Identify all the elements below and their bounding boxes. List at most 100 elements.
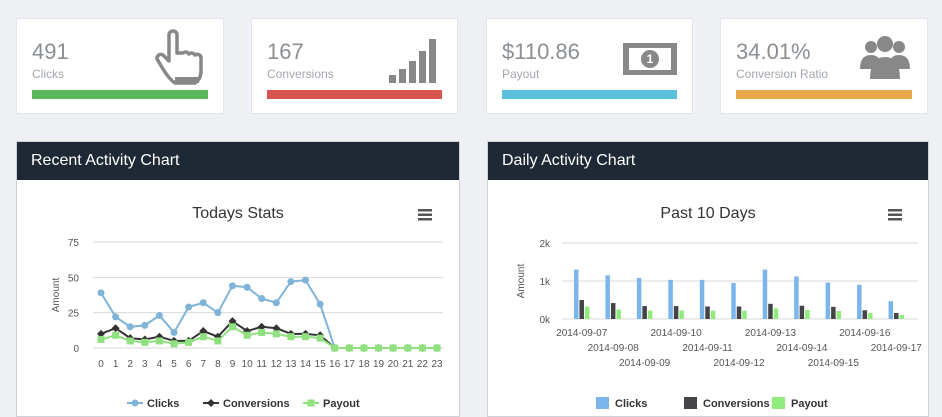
- bar: [899, 314, 905, 319]
- legend-item-payout[interactable]: Payout: [772, 397, 828, 410]
- x-tick-label: 0: [98, 359, 104, 370]
- users-group-icon: [860, 36, 910, 79]
- series-payout: [97, 323, 441, 352]
- y-tick-label: 50: [68, 273, 80, 284]
- data-point: [404, 344, 412, 352]
- legend-label: Clicks: [615, 398, 647, 410]
- legend-item-payout[interactable]: Payout: [303, 398, 360, 410]
- data-point: [258, 295, 266, 303]
- data-point: [112, 313, 120, 321]
- series-line: [100, 319, 437, 349]
- data-point: [258, 328, 266, 336]
- data-point: [155, 311, 163, 319]
- hand-pointer-icon: [155, 29, 203, 85]
- data-point: [141, 338, 149, 346]
- y-tick-label: 0k: [539, 315, 551, 326]
- stat-card-clicks: 491 Clicks: [16, 18, 224, 114]
- data-point: [272, 330, 280, 338]
- data-point: [433, 344, 441, 352]
- x-tick-label: 11: [257, 359, 268, 370]
- chart-title: Todays Stats: [192, 205, 284, 222]
- data-point: [243, 283, 251, 291]
- bar: [710, 310, 716, 319]
- chart-menu-icon[interactable]: [418, 209, 432, 221]
- stat-label: Conversions: [267, 67, 334, 81]
- x-tick-label: 16: [329, 359, 341, 370]
- bar: [616, 309, 621, 319]
- x-tick-label: 2014-09-11: [682, 343, 733, 354]
- y-axis-label: Amount: [516, 264, 527, 299]
- series-payout: [584, 306, 905, 319]
- data-point: [214, 309, 222, 317]
- bar: [868, 312, 873, 319]
- bar: [888, 301, 894, 319]
- bar: [799, 305, 805, 319]
- bar: [768, 303, 773, 319]
- x-tick-label: 2014-09-13: [745, 328, 797, 339]
- y-tick-label: 2k: [539, 239, 551, 250]
- stat-card-conversions: 167 Conversions: [251, 18, 458, 114]
- chart-menu-icon-line: [888, 218, 902, 221]
- legend-item-clicks[interactable]: Clicks: [127, 398, 179, 410]
- y-tick-label: 75: [68, 238, 80, 249]
- x-tick-label: 2014-09-16: [839, 328, 891, 339]
- data-point: [170, 340, 178, 348]
- data-point: [307, 399, 315, 407]
- data-point: [97, 336, 105, 344]
- bar: [673, 306, 679, 319]
- data-point: [97, 329, 105, 338]
- bar: [605, 275, 610, 319]
- bar: [794, 276, 799, 319]
- bar: [679, 310, 684, 319]
- x-tick-label: 3: [142, 359, 148, 370]
- panel-title: Recent Activity Chart: [17, 142, 459, 180]
- bar: [862, 310, 868, 319]
- legend-swatch: [684, 397, 697, 409]
- x-tick-label: 19: [373, 359, 385, 370]
- x-tick-label: 8: [215, 359, 221, 370]
- data-point: [112, 331, 120, 339]
- stat-card-payout: $110.86 Payout 1: [486, 18, 693, 114]
- stat-progress-bar: [32, 90, 208, 99]
- signal-bars-icon: [389, 39, 436, 83]
- data-point: [199, 327, 208, 336]
- bar: [762, 269, 768, 319]
- bar: [857, 284, 862, 319]
- legend-item-clicks[interactable]: Clicks: [596, 397, 647, 410]
- y-tick-label: 1k: [539, 277, 551, 288]
- x-tick-label: 2014-09-07: [556, 328, 608, 339]
- data-point: [302, 276, 310, 284]
- x-tick-label: 2014-09-10: [651, 328, 703, 339]
- x-tick-label: 5: [171, 359, 177, 370]
- data-point: [141, 321, 149, 329]
- bar: [736, 306, 742, 319]
- chart-menu-icon-line: [418, 218, 432, 221]
- legend-item-conversions[interactable]: Conversions: [684, 397, 770, 410]
- data-point: [287, 333, 295, 341]
- data-point: [228, 317, 237, 326]
- bar: [573, 269, 579, 319]
- legend-label: Payout: [791, 398, 828, 410]
- chart-menu-icon-line: [888, 213, 902, 216]
- chart-menu-icon-line: [418, 213, 432, 216]
- data-point: [418, 344, 426, 352]
- x-tick-label: 15: [315, 359, 327, 370]
- data-point: [287, 278, 295, 286]
- bar: [636, 277, 642, 319]
- x-tick-label: 18: [358, 359, 370, 370]
- x-tick-label: 2: [127, 359, 133, 370]
- data-point: [331, 344, 339, 352]
- x-tick-label: 2014-09-14: [776, 343, 828, 354]
- bar: [647, 310, 653, 319]
- data-point: [272, 324, 281, 333]
- x-tick-label: 1: [113, 359, 119, 370]
- stat-progress-bar: [267, 90, 442, 99]
- bar: [610, 303, 616, 319]
- legend-item-conversions[interactable]: Conversions: [203, 398, 290, 410]
- chart-menu-icon[interactable]: [888, 209, 902, 221]
- y-tick-label: 0: [73, 344, 79, 355]
- data-point: [126, 323, 134, 331]
- legend-label: Payout: [323, 398, 360, 410]
- svg-text:1: 1: [647, 52, 654, 66]
